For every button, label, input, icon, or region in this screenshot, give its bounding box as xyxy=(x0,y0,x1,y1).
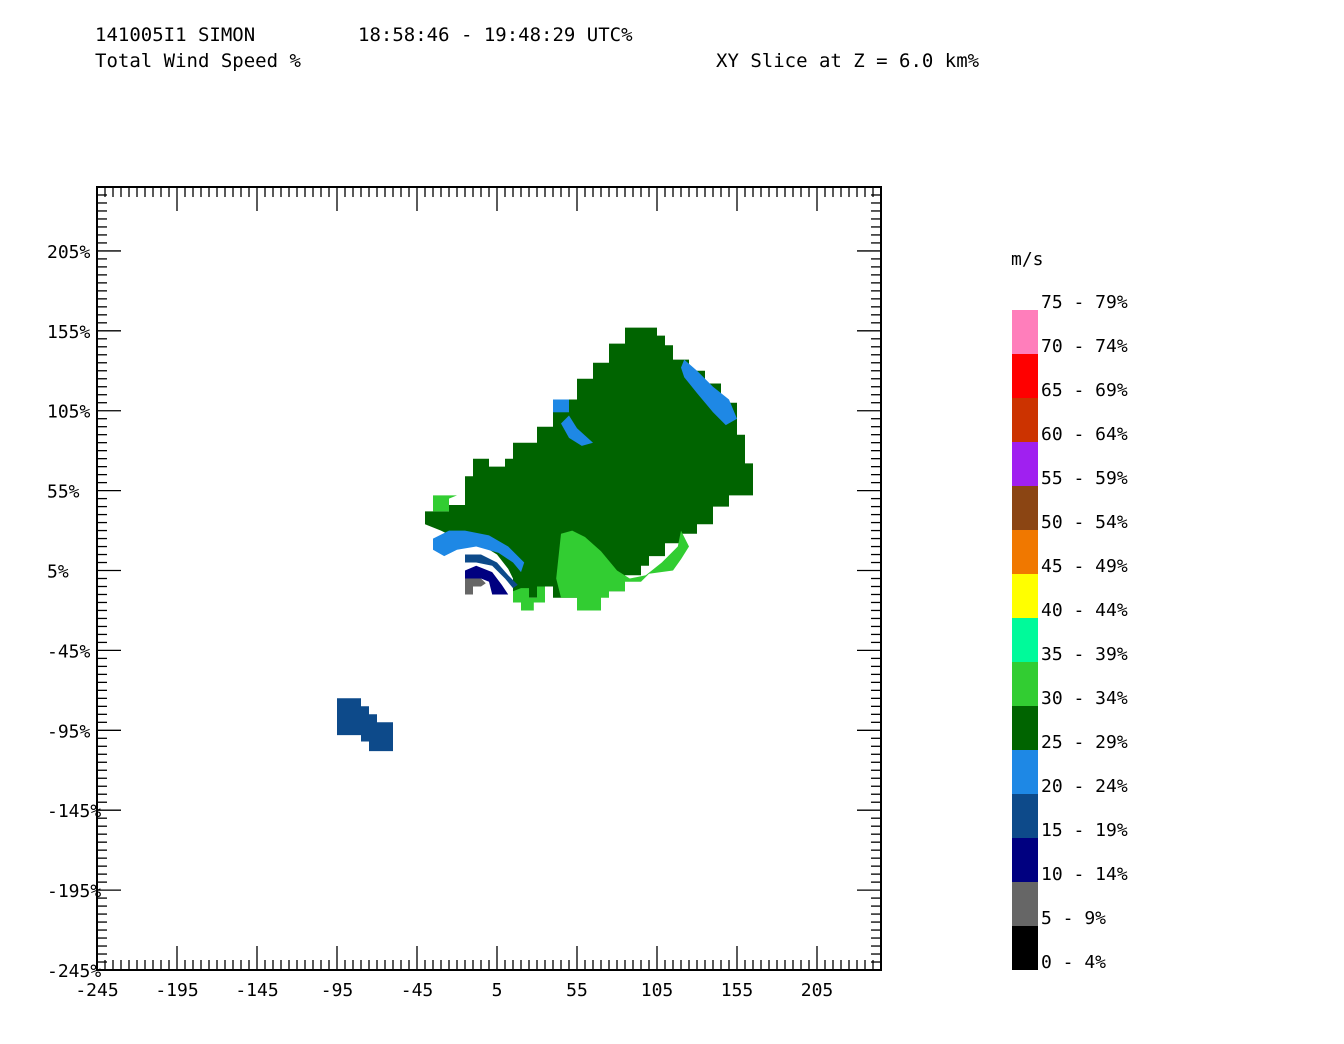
y-tick-label: 5% xyxy=(47,562,69,583)
legend-label: 50 - 54% xyxy=(1041,512,1128,533)
legend-label: 75 - 79% xyxy=(1041,292,1128,313)
y-tick-label: 105% xyxy=(47,402,91,423)
region-navy-10-14 xyxy=(465,565,509,595)
region-blue-20-24-ne xyxy=(681,359,737,426)
legend-title: m/s xyxy=(1011,249,1044,270)
y-tick-label: -245% xyxy=(47,961,101,982)
y-tick-label: -95% xyxy=(47,721,91,742)
y-tick-label: -195% xyxy=(47,881,101,902)
legend-swatch xyxy=(1012,882,1038,926)
legend-swatch xyxy=(1012,310,1038,354)
x-tick-label: 205 xyxy=(801,980,834,1001)
y-tick-label: -145% xyxy=(47,801,101,822)
legend-label: 55 - 59% xyxy=(1041,468,1128,489)
legend-swatch xyxy=(1012,574,1038,618)
region-blue-15-19 xyxy=(465,554,518,589)
y-tick-label: -45% xyxy=(47,641,91,662)
x-tick-label: -45 xyxy=(401,980,434,1001)
y-tick-label: 55% xyxy=(47,482,80,503)
region-green-30-34-bottom xyxy=(513,586,545,611)
plot-axes: -245 -195 -145 -95 -45 5 55 105 155 205205%155%10… xyxy=(47,186,882,1001)
legend-label: 30 - 34% xyxy=(1041,688,1128,709)
legend-label: 15 - 19% xyxy=(1041,820,1128,841)
legend-label: 0 - 4% xyxy=(1041,952,1106,973)
flight-id: 141005I1 SIMON xyxy=(95,24,256,46)
x-tick-label: 5 xyxy=(492,980,503,1001)
region-green-30-34-left xyxy=(433,495,457,512)
x-tick-label: -245 xyxy=(75,980,118,1001)
x-tick-label: 55 xyxy=(566,980,588,1001)
legend-swatch xyxy=(1012,354,1038,398)
legend-swatch xyxy=(1012,618,1038,662)
legend-label: 25 - 29% xyxy=(1041,732,1128,753)
region-gray-5-9 xyxy=(465,578,486,595)
y-tick-label: 205% xyxy=(47,242,91,263)
legend-swatch xyxy=(1012,398,1038,442)
region-blue-15-19-sw xyxy=(337,698,393,752)
legend-swatch xyxy=(1012,926,1038,970)
legend-label: 65 - 69% xyxy=(1041,380,1128,401)
region-blue-20-24-nw xyxy=(561,415,593,446)
legend-swatch xyxy=(1012,486,1038,530)
color-legend: m/s 75 - 79% 70 - 74% 65 - 69% 60 - 64% 55 - … xyxy=(1011,249,1128,973)
x-tick-label: -195 xyxy=(155,980,198,1001)
field-name: Total Wind Speed % xyxy=(95,50,301,72)
legend-swatch xyxy=(1012,838,1038,882)
time-range: 18:58:46 - 19:48:29 UTC% xyxy=(358,24,633,46)
x-tick-label: -145 xyxy=(235,980,278,1001)
legend-label: 60 - 64% xyxy=(1041,424,1128,445)
legend-swatch xyxy=(1012,530,1038,574)
region-green-30-34-south xyxy=(556,530,689,611)
region-main-25-29 xyxy=(425,327,753,611)
legend-swatch xyxy=(1012,442,1038,486)
legend-label: 45 - 49% xyxy=(1041,556,1128,577)
legend-swatch xyxy=(1012,794,1038,838)
legend-swatch xyxy=(1012,750,1038,794)
x-tick-label: -95 xyxy=(321,980,354,1001)
legend-label: 35 - 39% xyxy=(1041,644,1128,665)
legend-label: 70 - 74% xyxy=(1041,336,1128,357)
legend-label: 10 - 14% xyxy=(1041,864,1128,885)
x-tick-label: 155 xyxy=(721,980,754,1001)
legend-label: 5 - 9% xyxy=(1041,908,1106,929)
legend-swatch xyxy=(1012,706,1038,750)
legend-label: 20 - 24% xyxy=(1041,776,1128,797)
legend-label: 40 - 44% xyxy=(1041,600,1128,621)
legend-swatch xyxy=(1012,662,1038,706)
slice-label: XY Slice at Z = 6.0 km% xyxy=(716,50,980,72)
y-tick-label: 155% xyxy=(47,322,91,343)
region-blue-20-24-arc xyxy=(433,530,525,573)
region-blue-20-24-corner xyxy=(553,399,569,413)
heatmap-regions xyxy=(337,327,753,752)
x-tick-label: 105 xyxy=(641,980,674,1001)
